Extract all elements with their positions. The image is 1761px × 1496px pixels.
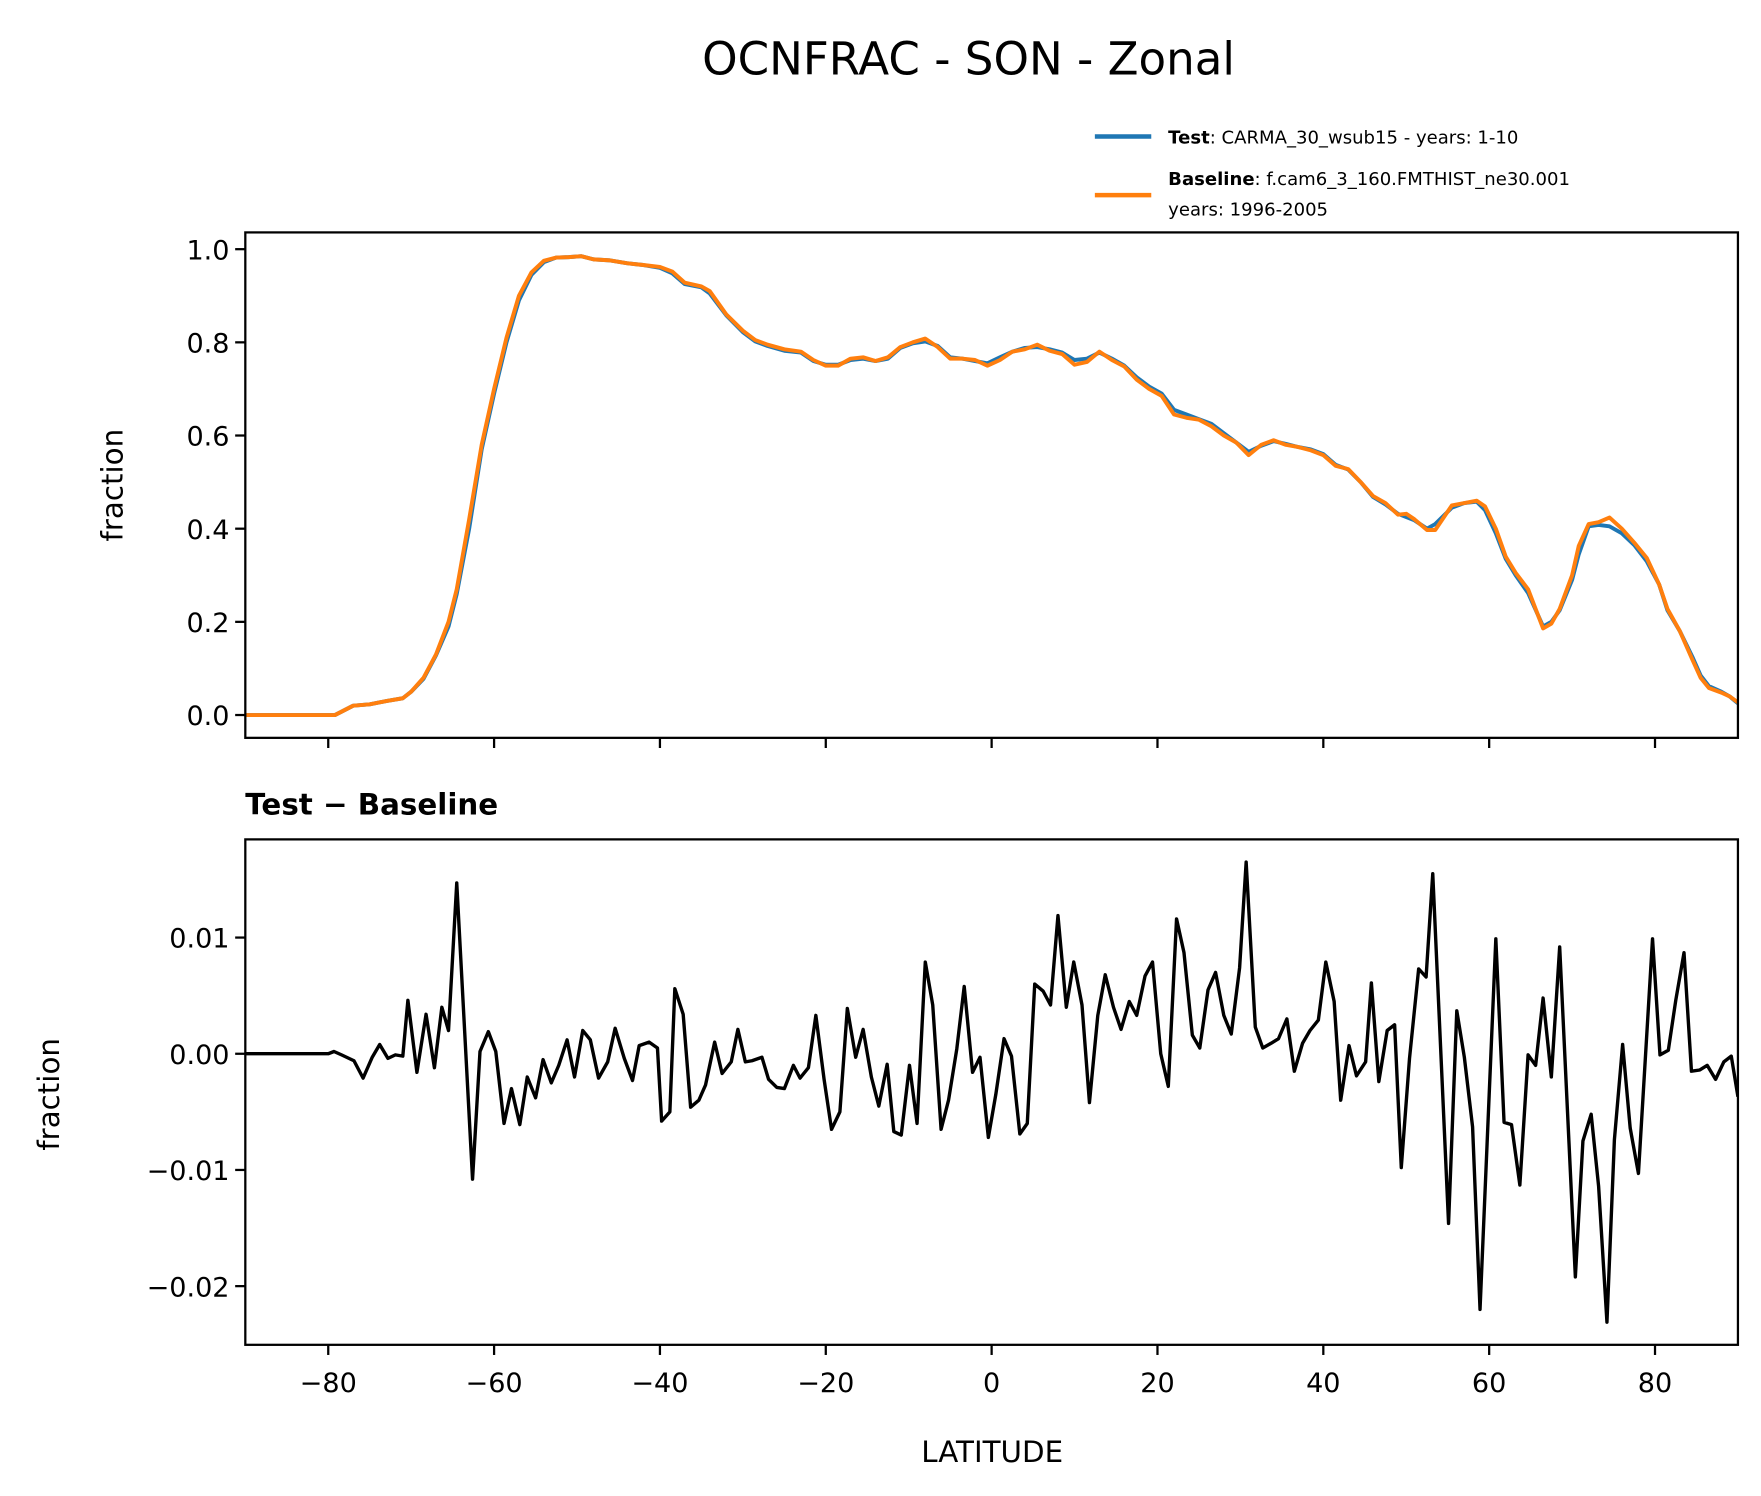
bottom-ytick-label: −0.02 — [147, 1272, 230, 1303]
top-ytick-label: 0.6 — [186, 422, 229, 453]
legend-test-label: Test — [1168, 127, 1210, 148]
top-ytick-label: 0.2 — [186, 608, 229, 639]
top-ytick-label: 0.0 — [186, 701, 229, 732]
legend-baseline-label: Baseline — [1168, 169, 1254, 190]
bottom-ylabel: fraction — [32, 1038, 66, 1151]
figure-title: OCNFRAC - SON - Zonal — [702, 32, 1235, 85]
top-series-baseline — [245, 254, 1738, 718]
bottom-xlabel: LATITUDE — [921, 1435, 1063, 1469]
top-axes: 0.0 0.2 0.4 0.6 0.8 1.0 — [186, 231, 1740, 748]
svg-text:Baseline: f.cam6_3_160.FMTHIST: Baseline: f.cam6_3_160.FMTHIST_ne30.001 — [1168, 169, 1570, 190]
bottom-axes: −80 −60 −40 −20 0 20 40 60 80 −0.02 −0.01 0.00 0.01 — [147, 838, 1740, 1399]
legend-baseline-years: years: 1996-2005 — [1168, 199, 1328, 220]
bottom-xtick-label: −20 — [797, 1368, 854, 1399]
bottom-ytick-label: −0.01 — [147, 1156, 230, 1187]
legend: Test: CARMA_30_wsub15 - years: 1-10 Base… — [1094, 127, 1570, 220]
top-ytick-label: 0.4 — [186, 515, 229, 546]
top-ylabel: fraction — [95, 429, 129, 542]
bottom-series-test-baseline — [245, 860, 1738, 1324]
top-ytick-label: 1.0 — [186, 235, 229, 266]
bottom-xtick-label: −80 — [300, 1368, 357, 1399]
bottom-xtick-label: 0 — [983, 1368, 1000, 1399]
bottom-xtick-label: −40 — [631, 1368, 688, 1399]
bottom-xtick-label: 40 — [1306, 1368, 1340, 1399]
bottom-xtick-label: 60 — [1472, 1368, 1506, 1399]
top-ytick-label: 0.8 — [186, 329, 229, 360]
top-frame — [244, 231, 1740, 739]
bottom-xtick-label: 20 — [1140, 1368, 1174, 1399]
bottom-ytick-label: 0.00 — [169, 1040, 229, 1071]
bottom-xtick-label: −60 — [466, 1368, 523, 1399]
bottom-ytick-label: 0.01 — [169, 924, 229, 955]
bottom-title: Test − Baseline — [245, 788, 498, 822]
svg-text:Test: CARMA_30_wsub15 - years:: Test: CARMA_30_wsub15 - years: 1-10 — [1168, 127, 1518, 148]
top-series-test — [245, 254, 1738, 718]
legend-test-text: : CARMA_30_wsub15 - years: 1-10 — [1210, 127, 1519, 148]
legend-baseline-text: : f.cam6_3_160.FMTHIST_ne30.001 — [1255, 169, 1570, 190]
bottom-xtick-label: 80 — [1638, 1368, 1672, 1399]
